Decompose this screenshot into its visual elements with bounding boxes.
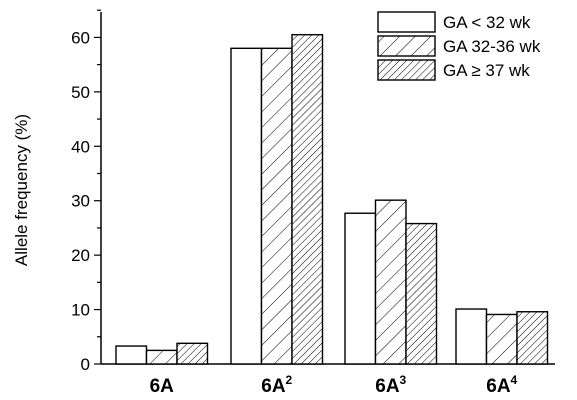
bar-1-2: [230, 47, 263, 365]
legend: GA < 32 wk GA 32-36 wk GA ≥ 37 wk: [377, 11, 541, 81]
y-tick-label: 0: [81, 355, 90, 374]
plot-area: 0 10 20 30 40 50 60 6A 6A2 6A3 6A4: [71, 9, 555, 397]
bar-2-2: [260, 47, 293, 365]
legend-swatch-3: [377, 59, 436, 81]
bar-1-1: [115, 345, 148, 365]
y-tick-label: 30: [71, 192, 90, 211]
y-tick-label: 20: [71, 246, 90, 265]
category-label: 6A2: [261, 373, 292, 397]
bar-2-3: [374, 199, 407, 365]
bar-1-4: [455, 308, 488, 365]
y-axis-label: Allele frequency (%): [12, 114, 31, 266]
bar-3-4: [516, 311, 549, 365]
bar-2-1: [145, 349, 178, 365]
legend-swatch-2: [377, 35, 436, 57]
legend-label-1: GA < 32 wk: [443, 13, 531, 32]
y-tick-label: 10: [71, 301, 90, 320]
category-label: 6A4: [486, 373, 517, 397]
category-label: 6A3: [375, 373, 406, 397]
legend-label-2: GA 32-36 wk: [443, 37, 541, 56]
legend-label-3: GA ≥ 37 wk: [443, 61, 530, 80]
bar-3-1: [176, 342, 209, 365]
y-tick-label: 40: [71, 137, 90, 156]
category-label: 6A: [150, 376, 175, 397]
bar-3-2: [291, 33, 324, 365]
legend-swatch-1: [377, 11, 436, 33]
y-tick-label: 60: [71, 28, 90, 47]
bar-2-4: [485, 313, 518, 365]
bar-3-3: [405, 222, 438, 365]
bar-1-3: [344, 212, 377, 365]
y-tick-label: 50: [71, 83, 90, 102]
